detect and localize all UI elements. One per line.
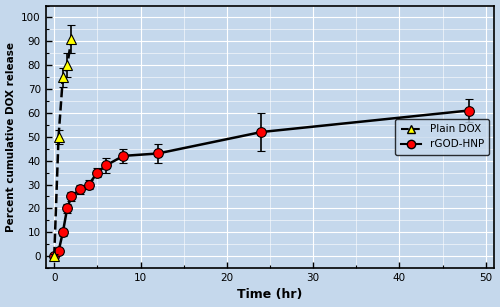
Legend: Plain DOX, rGOD-HNP: Plain DOX, rGOD-HNP	[396, 119, 489, 155]
X-axis label: Time (hr): Time (hr)	[238, 289, 302, 301]
Y-axis label: Percent cumulative DOX release: Percent cumulative DOX release	[6, 42, 16, 232]
